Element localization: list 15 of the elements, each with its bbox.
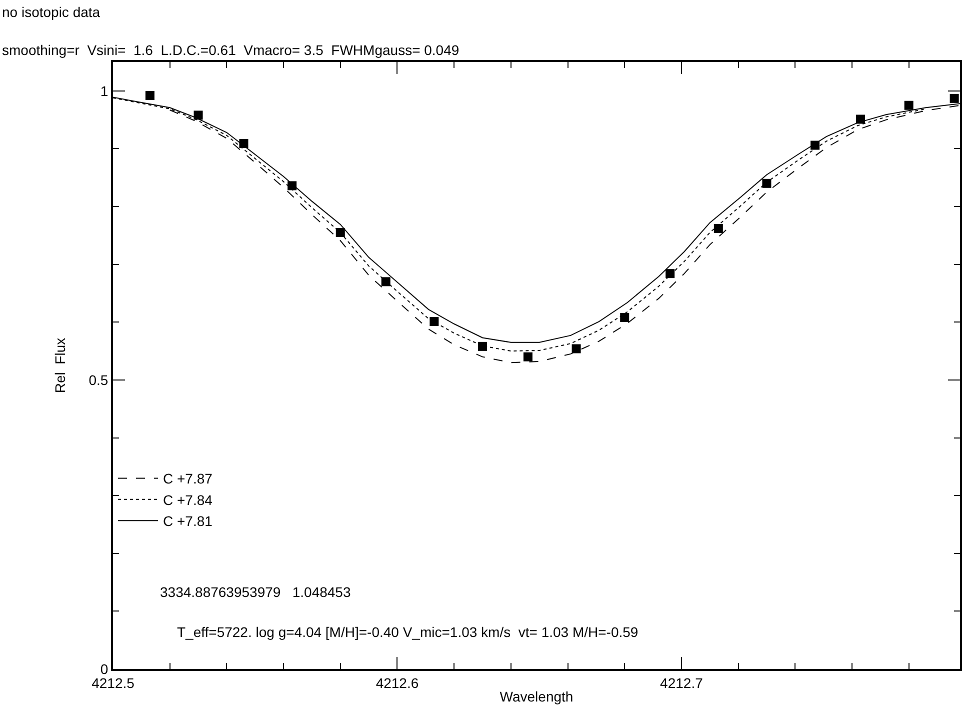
chart-subtitle: smoothing=r Vsini= 1.6 L.D.C.=0.61 Vmacro= 3.5 FWHMgauss= 0.049 (2, 42, 460, 58)
y-tick-label: 1 (100, 82, 108, 99)
legend-label: C +7.81 (163, 513, 213, 530)
x-axis-title: Wavelength (500, 688, 574, 705)
legend-label: C +7.84 (163, 492, 213, 508)
annotation: T_eff=5722. log g=4.04 [M/H]=-0.40 V_mic=1.03 km/s vt= 1.03 M/H=-0.59 (177, 624, 638, 640)
y-tick-label: 0 (100, 660, 108, 677)
annotation: 3334.88763953979 1.048453 (160, 584, 351, 600)
y-axis-title: Rel Flux (52, 338, 68, 394)
y-tick-label: 0.5 (88, 372, 108, 388)
chart-title: no isotopic data (2, 4, 100, 20)
x-tick-label: 4212.7 (660, 674, 704, 691)
x-tick-label: 4212.5 (92, 674, 135, 691)
legend-label: C +7.87 (163, 470, 213, 487)
x-tick-label: 4212.6 (376, 674, 419, 691)
